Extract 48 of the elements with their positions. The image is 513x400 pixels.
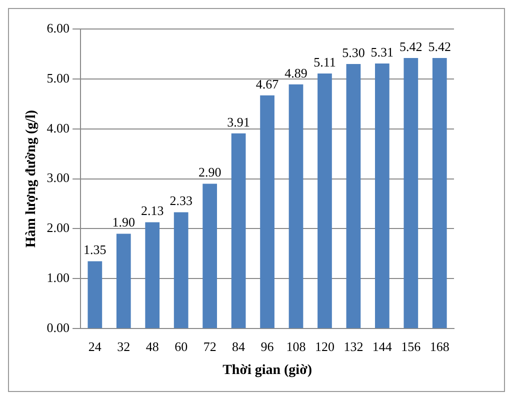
data-label: 1.90 [112,214,136,230]
bar [346,64,361,328]
data-label: 4.89 [284,65,308,80]
data-label: 5.30 [342,44,365,60]
x-tick-label: 60 [174,338,188,354]
x-tick-label: 144 [372,338,392,354]
y-tick-label: 6.00 [46,20,70,36]
bar [375,63,390,328]
y-tick-label: 5.00 [46,70,70,86]
x-tick-label: 96 [260,338,274,354]
data-label: 3.91 [227,114,250,130]
bar [404,58,418,328]
data-label: 5.42 [428,38,452,54]
x-tick-label: 120 [314,338,334,354]
bar [231,133,246,328]
bar [432,58,447,328]
bar [202,184,218,328]
x-tick-label: 24 [88,338,102,354]
y-tick-label: 1.00 [46,270,70,286]
x-tick-label: 48 [146,338,159,354]
data-label: 4.67 [256,76,280,92]
data-label: 5.42 [400,38,422,54]
x-tick-label: 72 [203,338,216,354]
y-tick-label: 3.00 [46,170,70,186]
bar [318,73,332,328]
data-label: 5.11 [314,54,336,70]
data-label: 1.35 [84,242,106,258]
data-label: 2.90 [198,164,222,180]
x-tick-label: 84 [232,338,246,354]
data-label: 2.13 [140,203,164,218]
y-tick-label: 2.00 [46,220,70,236]
y-axis-title: Hàm lượng đường (g/l) [24,110,40,248]
x-tick-label: 156 [401,338,422,354]
bar [260,95,274,328]
bar [288,84,304,328]
bar [145,222,160,328]
data-label: 2.33 [170,193,192,208]
x-axis-title: Thời gian (giờ) [222,363,312,378]
data-label: 5.31 [370,44,394,60]
bar [174,212,188,328]
x-tick-label: 168 [430,338,450,354]
y-tick-label: 4.00 [46,120,70,136]
bar [116,234,131,328]
bar [88,261,102,328]
y-tick-label: 0.00 [46,320,70,336]
x-tick-label: 132 [344,338,364,354]
x-tick-label: 32 [117,338,130,354]
x-tick-label: 108 [286,338,306,354]
